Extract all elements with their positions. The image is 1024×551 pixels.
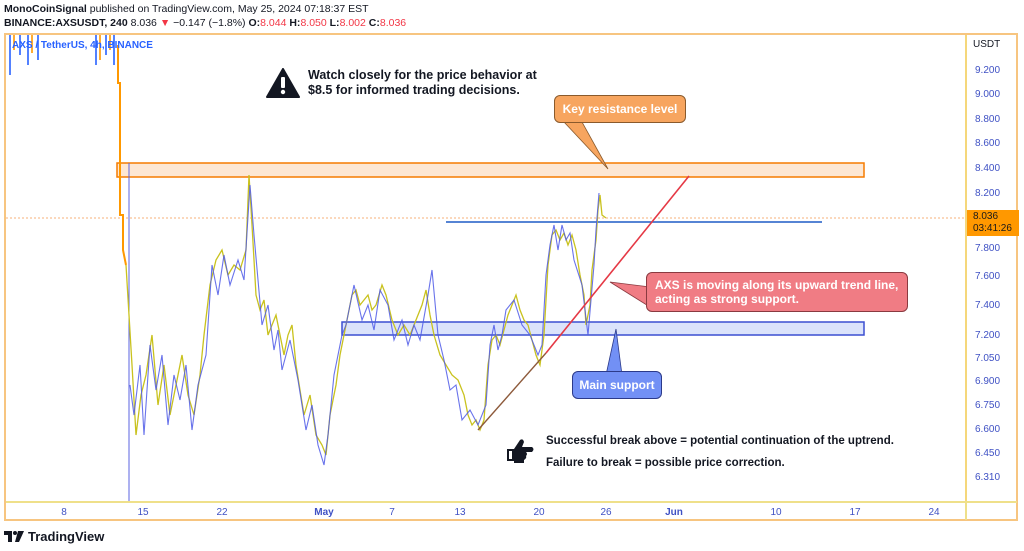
y-tick: 6.900 [975,376,1001,387]
x-tick: 7 [389,507,395,518]
support-callout-pointer [605,328,623,376]
warning-line-2: $8.5 for informed trading decisions. [308,83,520,97]
trend-callout[interactable]: AXS is moving along its upward trend lin… [646,272,908,312]
x-tick: 22 [216,507,228,518]
y-tick: 7.400 [975,300,1001,311]
support-callout[interactable]: Main support [572,371,662,399]
y-tick: 6.600 [975,424,1001,435]
publish-info: published on TradingView.com, May 25, 20… [89,3,369,15]
low-value: 8.002 [339,17,366,29]
y-tick: 6.750 [975,400,1001,411]
open-value: 8.044 [260,17,287,29]
x-tick: 15 [137,507,149,518]
warning-triangle-icon [266,68,300,98]
down-arrow-icon: ▼ [159,17,171,29]
y-tick: 6.450 [975,448,1001,459]
time-axis[interactable]: 8 15 22 May 7 13 20 26 Jun 10 17 24 [6,501,1017,520]
x-tick: 26 [600,507,612,518]
chart-frame [4,33,1018,521]
publish-line: MonoCoinSignal published on TradingView.… [4,2,406,16]
last-price: 8.036 [130,17,157,29]
support-callout-text: Main support [579,378,655,392]
high-value: 8.050 [300,17,327,29]
high-label: H: [289,17,301,29]
outlook-note: Successful break above = potential conti… [504,430,894,474]
y-tick: 8.600 [975,138,1001,149]
resistance-zone [116,162,865,178]
x-tick: May [314,507,334,518]
candles [9,35,607,501]
y-tick: 9.000 [975,89,1001,100]
x-tick: 24 [928,507,940,518]
y-tick: 8.200 [975,188,1001,199]
close-value: 8.036 [379,17,407,29]
publish-header: MonoCoinSignal published on TradingView.… [4,2,406,30]
price-change: −0.147 (−1.8%) [173,17,246,29]
outlook-line-1: Successful break above = potential conti… [546,435,894,447]
symbol-label: BINANCE:AXSUSDT, 240 [4,17,128,29]
support-zone [341,321,865,336]
warning-line-1: Watch closely for the price behavior at [308,68,537,82]
tradingview-logo[interactable]: TradingView [4,529,104,544]
y-tick: 7.800 [975,243,1001,254]
trend-callout-pointer [609,281,651,308]
close-label: C: [368,17,380,29]
trend-callout-line-2: acting as strong support. [655,292,800,306]
y-tick: 9.200 [975,65,1001,76]
x-tick: 13 [454,507,466,518]
x-tick: 17 [849,507,861,518]
warning-note: Watch closely for the price behavior at … [266,68,537,98]
y-tick: 7.200 [975,330,1001,341]
low-label: L: [329,17,340,29]
currency-label[interactable]: USDT [973,39,1001,50]
price-chart-svg [6,35,965,501]
price-axis[interactable]: USDT 9.200 9.000 8.800 8.600 8.400 8.200… [965,35,1019,501]
resistance-callout-text: Key resistance level [562,102,678,116]
ohlc-line: BINANCE:AXSUSDT, 240 8.036 ▼ −0.147 (−1.… [4,16,406,30]
chart-plot-area[interactable]: AXS / TetherUS, 4h, BINANCE Watch closel… [6,35,965,501]
x-tick: Jun [665,507,683,518]
y-tick: 8.400 [975,163,1001,174]
trendline-lower [477,352,547,431]
symbol-legend[interactable]: AXS / TetherUS, 4h, BINANCE [12,40,153,51]
author-name[interactable]: MonoCoinSignal [4,3,87,15]
open-label: O: [248,17,261,29]
pointing-hand-icon [507,439,534,463]
resistance-callout-pointer [563,121,609,170]
trendline-upper [545,175,690,354]
tradingview-logo-icon [4,531,24,542]
price-tag-countdown: 03:41:26 [973,223,1012,234]
price-tag-value: 8.036 [973,211,999,222]
y-tick: 7.600 [975,271,1001,282]
x-tick: 10 [770,507,782,518]
trend-callout-line-1: AXS is moving along its upward trend lin… [655,278,899,292]
outlook-line-2: Failure to break = possible price correc… [546,457,785,469]
y-tick: 7.050 [975,353,1001,364]
axis-corner [965,503,1017,520]
x-tick: 8 [61,507,67,518]
last-price-tag: 8.036 03:41:26 [967,210,1019,236]
y-tick: 8.800 [975,114,1001,125]
brand-name: TradingView [28,529,105,544]
x-tick: 20 [533,507,545,518]
resistance-callout[interactable]: Key resistance level [554,95,686,123]
y-tick: 6.310 [975,472,1001,483]
